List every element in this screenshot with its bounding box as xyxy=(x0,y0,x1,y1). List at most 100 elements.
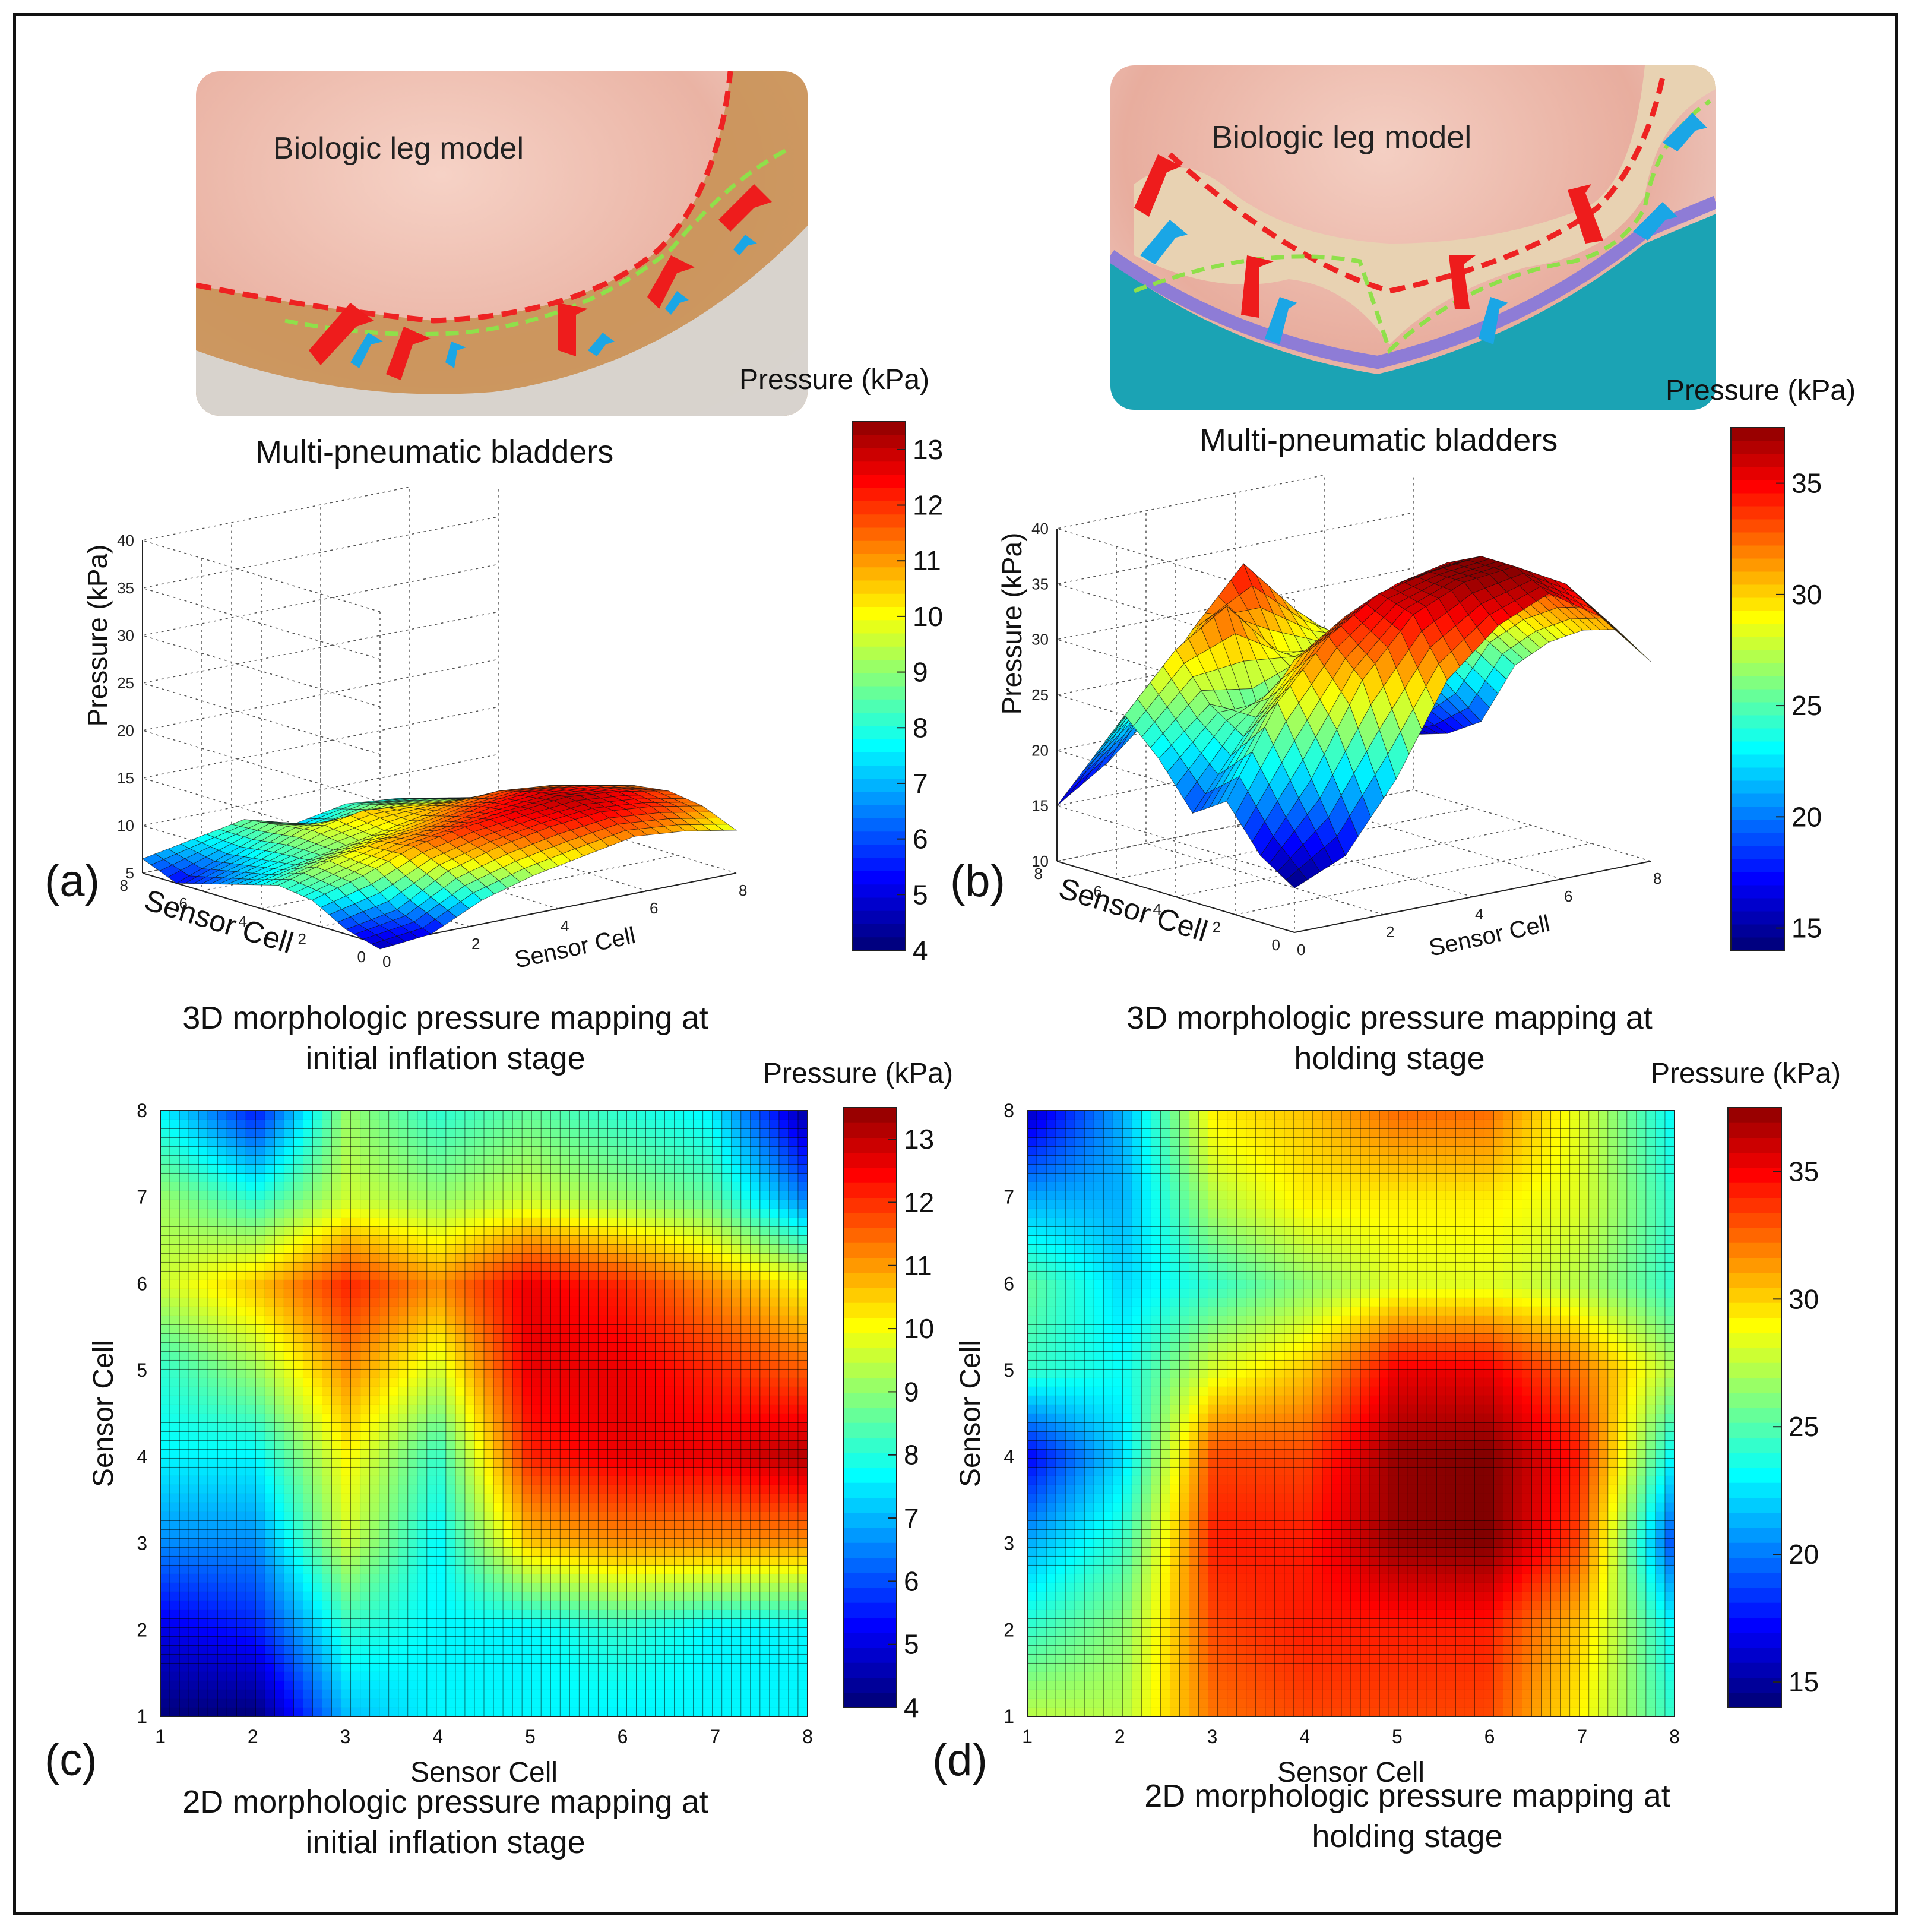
heat-cell xyxy=(569,1520,580,1530)
heat-cell xyxy=(550,1457,561,1468)
heat-cell xyxy=(645,1582,656,1592)
heat-cell xyxy=(179,1484,189,1494)
heat-cell xyxy=(464,1547,475,1557)
heat-cell xyxy=(198,1671,208,1681)
heat-cell xyxy=(578,1297,590,1307)
heat-cell xyxy=(360,1297,371,1307)
heat-cell xyxy=(217,1529,228,1539)
heat-cell xyxy=(274,1475,285,1485)
z-tick-label: 30 xyxy=(117,627,134,644)
heat-cell xyxy=(788,1609,799,1619)
heat-cell xyxy=(740,1449,751,1459)
heat-cell xyxy=(655,1538,666,1548)
heat-cell xyxy=(341,1555,352,1566)
heat-cell xyxy=(369,1493,380,1503)
heat-cell xyxy=(569,1377,580,1387)
leg-photo-b: Biologic leg model xyxy=(1110,65,1716,410)
colorbar-band xyxy=(852,739,906,752)
heat-cell xyxy=(721,1351,732,1361)
heat-cell xyxy=(664,1529,675,1539)
heat-cell xyxy=(626,1457,637,1468)
heat-cell xyxy=(521,1600,532,1610)
heat-cell xyxy=(788,1707,799,1717)
heat-cell xyxy=(226,1627,238,1637)
heat-cell xyxy=(264,1475,276,1485)
heat-cell xyxy=(331,1555,342,1566)
heat-cell xyxy=(769,1662,780,1672)
heat-cell xyxy=(426,1333,437,1343)
heat-cell xyxy=(407,1609,418,1619)
heat-cell xyxy=(226,1475,238,1485)
heat-cell xyxy=(588,1582,599,1592)
heat-cell xyxy=(693,1440,704,1450)
heat-cell xyxy=(607,1351,618,1361)
heat-cell xyxy=(674,1395,685,1405)
heat-cell xyxy=(236,1689,247,1699)
heat-cell xyxy=(217,1636,228,1646)
heat-cell xyxy=(588,1449,599,1459)
heat-cell xyxy=(369,1377,380,1387)
heat-cell xyxy=(721,1315,732,1325)
heat-cell xyxy=(322,1395,333,1405)
heat-cell xyxy=(464,1645,475,1655)
heat-cell xyxy=(236,1529,247,1539)
heat-cell xyxy=(636,1653,647,1664)
heat-cell xyxy=(483,1449,494,1459)
heat-cell xyxy=(245,1600,257,1610)
heat-cell xyxy=(664,1618,675,1628)
heat-cell xyxy=(559,1689,571,1699)
heat-cell xyxy=(379,1351,390,1361)
heat-cell xyxy=(302,1636,314,1646)
heat-cell xyxy=(521,1457,532,1468)
heat-cell xyxy=(626,1351,637,1361)
heat-cell xyxy=(493,1386,504,1396)
heat-cell xyxy=(540,1351,552,1361)
heat-cell xyxy=(226,1555,238,1566)
heat-cell xyxy=(664,1573,675,1583)
heat-cell xyxy=(655,1484,666,1494)
heat-cell xyxy=(731,1457,742,1468)
heat-cell xyxy=(616,1342,628,1352)
heat-cell xyxy=(264,1422,276,1432)
heat-cell xyxy=(731,1324,742,1334)
heat-cell xyxy=(693,1573,704,1583)
heat-cell xyxy=(445,1636,456,1646)
heat-cell xyxy=(540,1547,552,1557)
heat-cell xyxy=(474,1671,485,1681)
heat-cell xyxy=(740,1502,751,1512)
heat-cell xyxy=(245,1351,257,1361)
heat-cell xyxy=(578,1422,590,1432)
heat-cell xyxy=(426,1368,437,1378)
heat-cell xyxy=(426,1547,437,1557)
heat-cell xyxy=(731,1591,742,1601)
heat-cell xyxy=(293,1511,304,1521)
heat-cell xyxy=(721,1457,732,1468)
heat-cell xyxy=(302,1511,314,1521)
heat-cell xyxy=(740,1315,751,1325)
heat-cell xyxy=(597,1627,609,1637)
heat-cell xyxy=(626,1413,637,1423)
heat-cell xyxy=(264,1547,276,1557)
heat-cell xyxy=(322,1377,333,1387)
heat-cell xyxy=(236,1582,247,1592)
heat-cell xyxy=(283,1653,295,1664)
heat-cell xyxy=(502,1333,513,1343)
heat-cell xyxy=(664,1351,675,1361)
heat-cell xyxy=(188,1386,199,1396)
heat-cell xyxy=(245,1636,257,1646)
heat-cell xyxy=(188,1484,199,1494)
heat-cell xyxy=(502,1440,513,1450)
heat-cell xyxy=(778,1520,789,1530)
heat-cell xyxy=(597,1653,609,1664)
heat-cell xyxy=(636,1431,647,1441)
heat-cell xyxy=(322,1315,333,1325)
heat-cell xyxy=(322,1422,333,1432)
heat-cell xyxy=(350,1493,361,1503)
heat-cell xyxy=(721,1449,732,1459)
heat-cell xyxy=(502,1359,513,1370)
colorbar-frame xyxy=(852,421,906,951)
heat-cell xyxy=(274,1555,285,1566)
heat-cell xyxy=(369,1475,380,1485)
heat-cell xyxy=(712,1555,723,1566)
heat-cell xyxy=(721,1466,732,1476)
